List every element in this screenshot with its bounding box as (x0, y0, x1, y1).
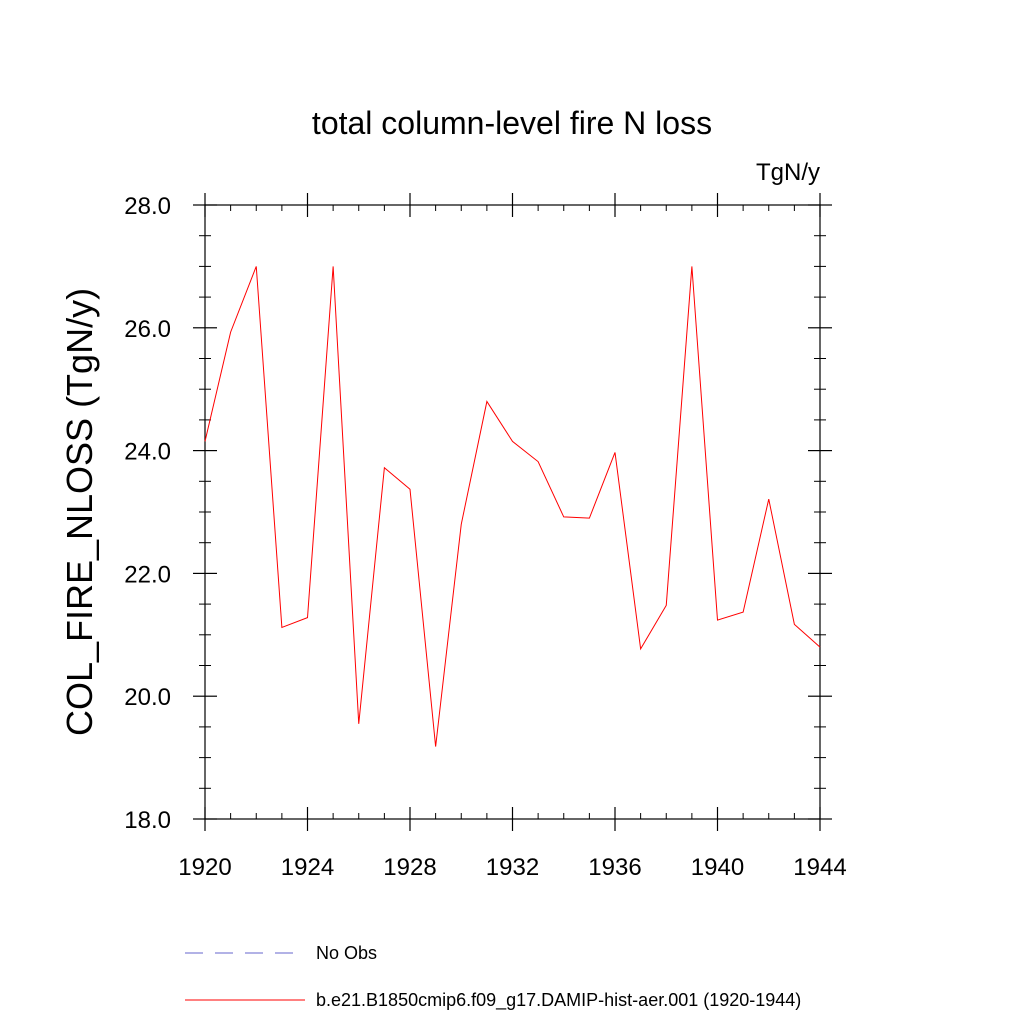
y-tick-label: 18.0 (124, 807, 171, 834)
x-tick-label: 1940 (691, 854, 744, 881)
y-tick-label: 20.0 (124, 684, 171, 711)
y-axis-label: COL_FIRE_NLOSS (TgN/y) (59, 288, 100, 736)
y-tick-label: 26.0 (124, 316, 171, 343)
series-line (204, 266, 821, 747)
legend-label-model: b.e21.B1850cmip6.f09_g17.DAMIP-hist-aer.… (316, 990, 801, 1011)
y-tick-label: 24.0 (124, 439, 171, 466)
x-tick-label: 1936 (588, 854, 641, 881)
y-tick-label: 28.0 (124, 193, 171, 220)
legend-label-no-obs: No Obs (316, 943, 377, 963)
axes: 1920 1924 1928 1932 1936 1940 1944 18.0 20.0 22.0… (124, 193, 847, 881)
x-tick-label: 1920 (178, 854, 231, 881)
y-tick-label: 22.0 (124, 561, 171, 588)
x-tick-label: 1944 (793, 854, 846, 881)
x-tick-label: 1928 (383, 854, 436, 881)
units-label: TgN/y (756, 159, 820, 186)
x-tick-label: 1924 (281, 854, 334, 881)
plot-frame (204, 204, 821, 820)
chart-title: total column-level fire N loss (312, 105, 712, 141)
plot-area (204, 266, 821, 747)
legend: No Obs b.e21.B1850cmip6.f09_g17.DAMIP-hi… (185, 943, 801, 1011)
x-tick-label: 1932 (486, 854, 539, 881)
